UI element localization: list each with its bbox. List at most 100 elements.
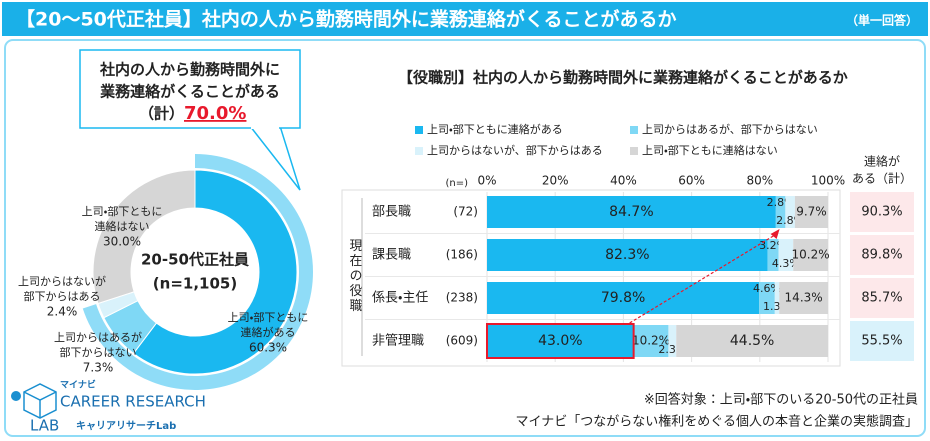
value-label: 14.3% (785, 291, 823, 305)
category-label: 課長職 (372, 248, 411, 263)
n-header: (n=) (445, 178, 468, 189)
legend-swatch (630, 126, 638, 134)
callout-prefix: （計） (139, 105, 184, 123)
x-tick-label: 40% (610, 174, 637, 188)
bar-segment (778, 239, 794, 271)
bar-segment (794, 196, 828, 228)
x-tick-label: 100% (811, 174, 845, 188)
slice-label: 上司からはないが (18, 274, 106, 288)
legend-swatch (630, 147, 638, 155)
total-value: 90.3% (861, 205, 902, 220)
total-value: 89.8% (861, 248, 902, 263)
bar-segment (779, 282, 828, 314)
bar-segment (487, 196, 776, 228)
total-value: 85.7% (861, 291, 902, 306)
value-label: 9.7% (796, 205, 827, 219)
bar-segment (668, 325, 677, 357)
bar-segment (633, 325, 669, 357)
total-value: 55.5% (861, 334, 902, 349)
n-label: (72) (453, 205, 478, 219)
slice-label: 上司・部下ともに (82, 205, 163, 218)
bar-segment (487, 282, 760, 314)
legend-swatch (415, 126, 423, 134)
value-label: 10.2% (632, 334, 670, 348)
y-axis-label: 現在の役職 (347, 239, 363, 314)
x-tick-label: 80% (746, 174, 773, 188)
title: 【20～50代正社員】社内の人から勤務時間外に業務連絡がくることがあるか (16, 8, 677, 31)
logo-text: LAB (30, 417, 59, 435)
category-label: 部長職 (372, 205, 411, 220)
title-note: （単一回答） (846, 13, 918, 28)
slice-value: 2.4% (47, 305, 78, 319)
x-tick-label: 60% (678, 174, 705, 188)
highlight-box (486, 323, 635, 359)
bar-segment (676, 325, 828, 357)
legend-label: 上司からはないが、部下からはある (427, 143, 603, 157)
callout-box (79, 49, 301, 129)
bar-segment (759, 282, 775, 314)
chart-title: 【役職別】社内の人から勤務時間外に業務連絡がくることがあるか (398, 69, 848, 87)
n-label: (609) (446, 334, 478, 348)
bar-segment (785, 196, 795, 228)
value-label: 4.3% (772, 257, 800, 270)
value-label: 84.7% (609, 204, 653, 220)
footnote: ※回答対象：上司・部下のいる20-50代の正社員 (644, 392, 918, 408)
donut-slice (132, 169, 298, 375)
value-label: 10.2% (792, 248, 830, 262)
center-label: 20-50代正社員 (141, 251, 249, 269)
legend-swatch (415, 147, 423, 155)
value-label: 44.5% (730, 333, 774, 349)
legend-label: 上司からはあるが、部下からはない (642, 122, 818, 136)
slice-label: 上司からはあるが (54, 330, 142, 344)
slice-label: 上司・部下ともに (228, 311, 309, 324)
logo-sub: キャリアリサーチLab (76, 420, 176, 432)
bar-segment (774, 282, 780, 314)
callout-text: 業務連絡がくることがある (99, 83, 280, 101)
callout-text: 社内の人から勤務時間外に (99, 61, 280, 79)
bar-segment (793, 239, 828, 271)
callout-total: 70.0% (184, 103, 246, 124)
x-tick-label: 0% (477, 174, 496, 188)
logo-icon (23, 383, 57, 419)
slice-label: 部下からはない (60, 346, 137, 359)
totals-header: ある（計） (852, 171, 912, 186)
logo-icon (11, 391, 21, 401)
slice-value: 7.3% (83, 361, 114, 375)
n-label: (238) (446, 291, 478, 305)
logo: マイナビ CAREER RESEARCH LAB キャリアリサーチLab (11, 379, 206, 435)
x-tick-label: 20% (542, 174, 569, 188)
footnote: マイナビ「つながらない権利をめぐる個人の本音と企業の実態調査」 (516, 414, 918, 430)
trend-arrow (629, 233, 777, 324)
arrow-head (770, 229, 780, 239)
total-cell (850, 278, 914, 318)
total-cell (850, 321, 914, 361)
logo-text: CAREER RESEARCH (60, 393, 206, 411)
category-label: 係長・主任 (372, 291, 428, 306)
bar-segment (775, 196, 786, 228)
bar-segment (487, 239, 768, 271)
bar-segment (767, 239, 779, 271)
bar-segment (487, 325, 634, 357)
category-label: 非管理職 (372, 334, 424, 349)
slice-value: 60.3% (249, 341, 287, 355)
total-cell (850, 235, 914, 275)
slice-label: 連絡はない (95, 219, 150, 233)
legend-label: 上司・部下ともに連絡はない (642, 143, 778, 157)
logo-brand: マイナビ (60, 379, 96, 391)
value-label: 43.0% (538, 333, 582, 349)
totals-header: 連絡が (864, 154, 900, 169)
slice-label: 連絡がある (241, 325, 296, 339)
slice-label: 部下からはある (24, 290, 101, 303)
legend-label: 上司・部下ともに連絡がある (427, 122, 563, 136)
slice-value: 30.0% (103, 235, 141, 249)
title-banner (2, 2, 928, 36)
total-cell (850, 192, 914, 232)
n-label: (186) (446, 248, 478, 262)
value-label: 82.3% (605, 247, 649, 263)
donut-slice (92, 169, 196, 305)
value-label: 4.6% (753, 282, 781, 295)
center-sub: (n=1,105) (153, 275, 237, 293)
value-label: 79.8% (601, 290, 645, 306)
